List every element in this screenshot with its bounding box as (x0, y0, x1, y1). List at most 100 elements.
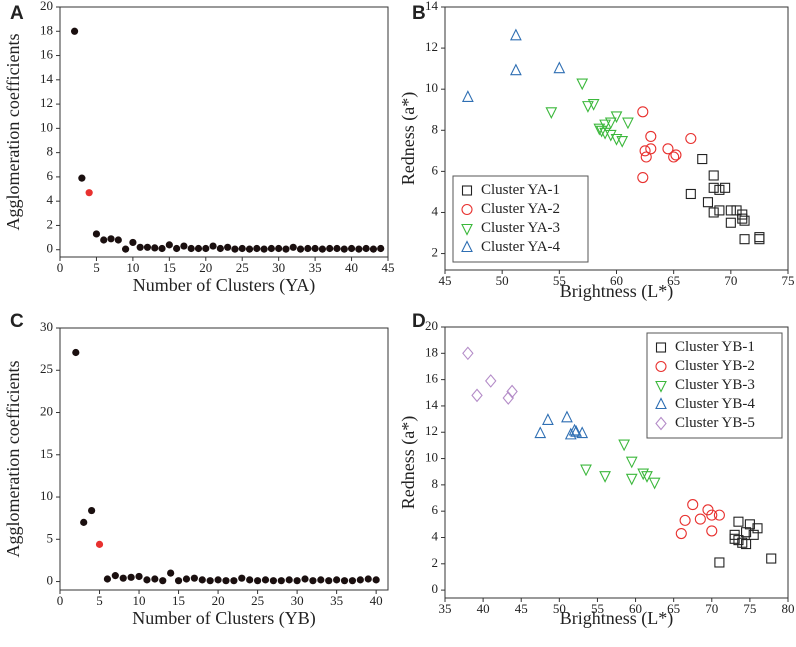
point (238, 244, 246, 253)
y-tick-label: 12 (425, 423, 438, 438)
x-tick-label: 35 (439, 601, 452, 616)
point (675, 527, 687, 540)
point (694, 513, 706, 525)
point (362, 244, 370, 253)
point (194, 244, 203, 253)
point (637, 468, 650, 481)
point (668, 151, 680, 163)
point (640, 151, 652, 163)
y-tick-label: 10 (425, 80, 438, 95)
point (662, 143, 674, 155)
point (610, 111, 623, 124)
x-tick-label: 75 (782, 273, 795, 288)
point (725, 217, 736, 228)
point (356, 576, 364, 584)
y-tick-label: 18 (425, 344, 438, 359)
point (158, 244, 166, 253)
point (127, 573, 135, 581)
legend-label: Cluster YB-3 (675, 377, 755, 393)
y-tick-label: 20 (425, 318, 438, 333)
point (129, 238, 137, 247)
point (224, 243, 232, 251)
point (582, 101, 594, 113)
legend-marker (461, 223, 473, 236)
point (471, 388, 483, 403)
x-tick-label: 30 (272, 260, 285, 275)
point (187, 244, 195, 253)
y-tick-label: 30 (40, 319, 53, 334)
point (275, 244, 283, 253)
legend: Cluster YB-1 Cluster YB-2 Cluster YB-3 Clus… (646, 332, 783, 439)
y-axis-label: Agglomeration coefficients (3, 33, 23, 230)
y-tick-label: 4 (432, 203, 439, 218)
point (369, 245, 378, 253)
x-axis-label: Number of Clusters (YA) (133, 275, 315, 296)
legend-label: Cluster YA-3 (481, 220, 560, 236)
point (618, 439, 631, 452)
point (545, 107, 558, 120)
point (151, 575, 159, 583)
point (253, 244, 261, 253)
point (143, 243, 152, 251)
point (534, 426, 547, 439)
legend-label: Cluster YB-5 (675, 415, 755, 431)
point (685, 188, 696, 200)
point (107, 235, 115, 243)
point (706, 509, 718, 521)
point (645, 143, 657, 155)
legend-marker (655, 342, 667, 353)
point (230, 577, 238, 585)
x-tick-label: 40 (370, 593, 383, 608)
point (485, 374, 497, 388)
point (645, 130, 657, 142)
y-tick-label: 0 (47, 241, 54, 256)
legend-marker (655, 360, 667, 373)
point (702, 197, 714, 208)
point (253, 577, 262, 585)
point (462, 346, 474, 361)
y-tick-label: 20 (40, 0, 53, 13)
point (576, 78, 589, 91)
x-tick-label: 15 (172, 593, 185, 608)
legend-label: Cluster YA-2 (481, 201, 560, 217)
point (348, 577, 357, 585)
point (277, 577, 285, 585)
y-tick-label: 2 (432, 245, 439, 260)
point (174, 577, 183, 585)
point (564, 427, 577, 440)
point (136, 243, 144, 251)
point (340, 245, 348, 253)
point (318, 245, 326, 253)
x-axis-label: Brightness (L*) (560, 281, 673, 302)
point (679, 514, 691, 526)
y-tick-label: 25 (40, 361, 53, 376)
x-tick-label: 0 (57, 260, 64, 275)
point (741, 527, 752, 538)
point (246, 576, 254, 584)
point (639, 145, 651, 157)
point (143, 576, 151, 584)
x-axis-label: Brightness (L*) (560, 608, 673, 629)
legend-marker (461, 240, 473, 253)
legend-box (646, 332, 783, 439)
x-tick-label: 65 (667, 273, 680, 288)
y-axis-label: Agglomeration coefficients (3, 360, 23, 557)
point (708, 182, 719, 193)
point (737, 537, 748, 548)
point (206, 577, 214, 585)
plot-frame (59, 327, 389, 591)
point (165, 241, 173, 249)
point (159, 577, 167, 585)
point (561, 410, 573, 423)
point (260, 245, 268, 253)
legend-marker (461, 203, 473, 216)
point (198, 576, 206, 584)
point (714, 205, 725, 216)
y-tick-label: 10 (40, 488, 53, 503)
point (190, 574, 198, 582)
y-tick-label: 2 (47, 216, 54, 231)
point (103, 575, 112, 583)
point (289, 243, 297, 251)
point (580, 464, 592, 477)
x-tick-label: 55 (553, 273, 566, 288)
